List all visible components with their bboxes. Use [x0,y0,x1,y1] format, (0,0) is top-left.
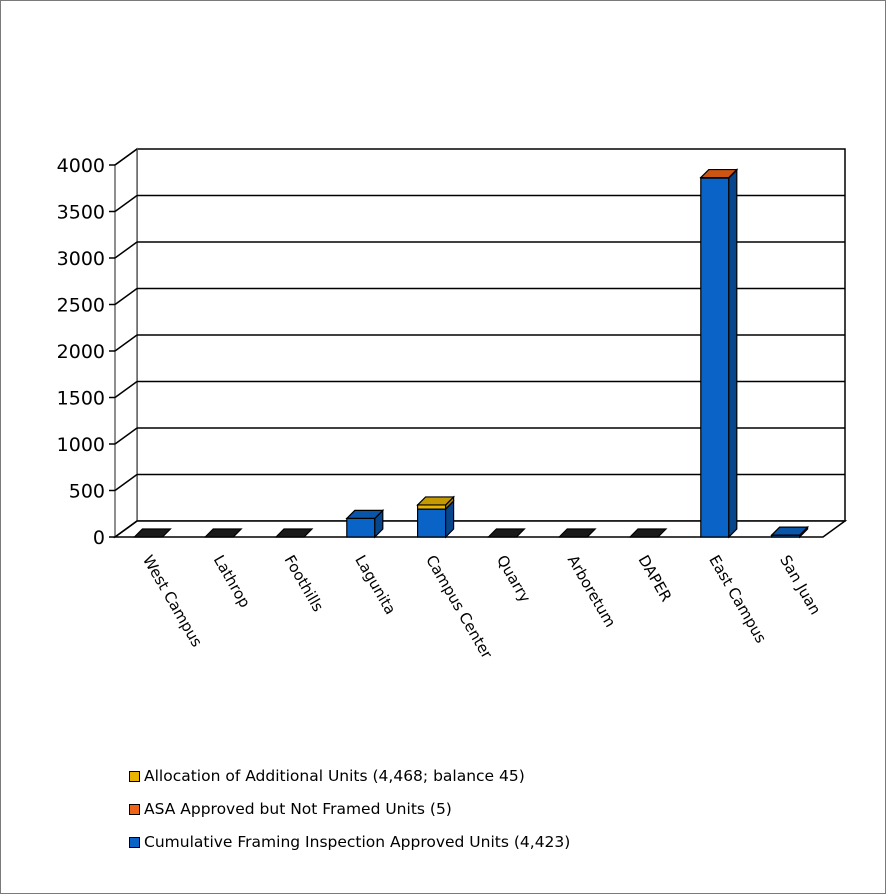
y-tick-label: 2500 [57,295,105,317]
bar-group [557,528,597,538]
bar-top [770,526,810,536]
x-category-label: East Campus [705,552,770,646]
x-category-label: Lagunita [351,552,399,618]
gridline-side [114,334,138,352]
x-axis-categories: West Campus Lathrop Foothills Lagunita Campu… [139,552,825,663]
bar-group [770,525,810,539]
legend-label: Cumulative Framing Inspection Approved U… [144,833,571,851]
x-category-label: West Campus [139,552,206,650]
gridline-side [114,473,138,492]
bar-zero [628,528,668,538]
bar-chart: 0 500 1000 1500 2000 2500 3000 3500 4000 West Ca… [57,147,848,663]
bar-group [203,528,243,538]
y-tick-label: 0 [93,527,105,549]
gridline-side [114,427,138,445]
gridline-side [114,148,138,166]
x-category-label: Quarry [493,552,534,606]
legend-swatch [129,836,140,848]
x-category-label: Arboretum [564,552,620,630]
gridline-side [114,520,138,538]
y-tick-label: 500 [69,481,105,503]
bar-zero [274,528,314,538]
y-tick-label: 3000 [57,248,105,270]
bar-group [274,528,314,538]
legend-item: ASA Approved but Not Framed Units (5) [129,800,570,818]
y-axis-ticks: 0 500 1000 1500 2000 2500 3000 3500 4000 [57,155,115,549]
gridline-side [114,241,138,259]
bar-group [132,528,172,538]
legend: Allocation of Additional Units (4,468; b… [129,767,570,866]
bar-front [346,517,376,538]
bar-front [700,177,730,538]
x-category-label: DAPER [635,552,676,605]
legend-swatch [129,770,140,782]
x-category-label: Lathrop [210,552,254,611]
y-tick-label: 4000 [57,155,105,177]
legend-item: Allocation of Additional Units (4,468; b… [129,767,570,785]
y-tick-label: 1000 [57,434,105,456]
x-category-label: Campus Center [422,552,496,663]
gridline-side [114,287,138,306]
bar-zero [203,528,243,538]
bar-side [728,168,738,539]
bar-zero [557,528,597,538]
bars [132,168,810,539]
legend-swatch [129,803,140,815]
legend-label: Allocation of Additional Units (4,468; b… [144,767,525,785]
bar-group [486,528,526,538]
bar-front [417,504,447,510]
legend-label: ASA Approved but Not Framed Units (5) [144,800,452,818]
bar-group [416,495,456,539]
bar-top [416,496,456,506]
legend-item: Cumulative Framing Inspection Approved U… [129,833,570,851]
x-category-label: Foothills [281,552,328,615]
bar-zero [132,528,172,538]
bar-group [699,168,739,539]
bar-top [345,509,385,520]
bar-top [699,168,739,179]
bar-zero [486,528,526,538]
y-tick-label: 2000 [57,341,105,363]
bar-group [628,528,668,538]
gridline-side [114,194,138,213]
y-tick-label: 3500 [57,202,105,224]
y-tick-label: 1500 [57,388,105,410]
bar-group [345,508,385,539]
bar-front [417,508,447,538]
x-category-label: San Juan [776,552,824,618]
gridline-side [114,380,138,399]
